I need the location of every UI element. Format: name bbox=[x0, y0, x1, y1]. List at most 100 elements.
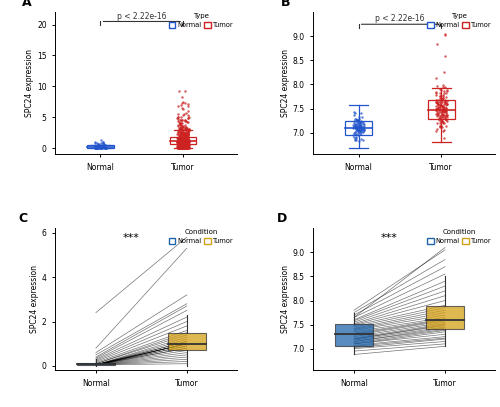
Point bbox=[174, 144, 182, 150]
Point bbox=[184, 144, 192, 151]
Point bbox=[436, 112, 444, 119]
Point bbox=[92, 144, 100, 151]
Point bbox=[178, 133, 186, 140]
Point bbox=[184, 140, 192, 147]
Text: p < 2.22e-16: p < 2.22e-16 bbox=[375, 14, 424, 23]
Point bbox=[180, 132, 188, 138]
Point bbox=[178, 144, 186, 151]
Point bbox=[184, 144, 192, 151]
Point bbox=[94, 144, 102, 150]
Point bbox=[183, 144, 191, 151]
Point bbox=[91, 144, 99, 151]
Point bbox=[442, 114, 450, 120]
Point bbox=[179, 137, 187, 144]
Point bbox=[176, 144, 184, 151]
Point bbox=[180, 140, 188, 147]
Point bbox=[179, 142, 187, 149]
Point bbox=[101, 144, 109, 150]
Point bbox=[176, 127, 184, 134]
Point bbox=[174, 139, 182, 145]
Point bbox=[438, 118, 446, 124]
Point bbox=[443, 112, 451, 118]
Point bbox=[175, 144, 183, 151]
Point bbox=[442, 105, 450, 112]
Point bbox=[356, 127, 364, 133]
Point bbox=[178, 139, 186, 146]
Point bbox=[182, 138, 190, 144]
Point bbox=[102, 145, 110, 151]
Point bbox=[174, 138, 182, 145]
Point bbox=[354, 129, 362, 136]
Point bbox=[182, 139, 190, 146]
Point bbox=[349, 132, 357, 138]
Point bbox=[176, 131, 184, 138]
Point bbox=[433, 41, 441, 47]
Point bbox=[177, 142, 185, 149]
Point bbox=[354, 118, 362, 125]
Point bbox=[176, 144, 184, 151]
Y-axis label: SPC24 expression: SPC24 expression bbox=[281, 49, 290, 117]
Point bbox=[176, 133, 184, 139]
Point bbox=[176, 138, 184, 144]
Point bbox=[350, 123, 358, 130]
Point bbox=[180, 144, 188, 150]
Point bbox=[181, 88, 189, 94]
Point bbox=[182, 143, 190, 149]
Point bbox=[436, 105, 444, 112]
Point bbox=[183, 140, 191, 147]
Point bbox=[174, 143, 182, 150]
Point bbox=[434, 103, 442, 110]
Point bbox=[177, 139, 185, 145]
Point bbox=[442, 115, 450, 122]
Point bbox=[432, 107, 440, 113]
Point bbox=[440, 109, 448, 116]
Point bbox=[182, 143, 190, 149]
Point bbox=[174, 139, 182, 146]
Point bbox=[436, 124, 444, 130]
Point bbox=[98, 144, 106, 151]
Point bbox=[174, 144, 182, 150]
Point bbox=[176, 121, 184, 128]
Point bbox=[176, 138, 184, 144]
Point bbox=[101, 145, 109, 151]
Point bbox=[180, 142, 188, 148]
Point bbox=[180, 141, 188, 147]
Point bbox=[436, 98, 444, 105]
Point bbox=[178, 125, 186, 132]
Point bbox=[353, 126, 361, 133]
Point bbox=[93, 144, 101, 151]
Text: ***: *** bbox=[123, 232, 140, 243]
Point bbox=[182, 144, 190, 151]
Point bbox=[184, 127, 192, 133]
Point bbox=[101, 144, 109, 151]
Point bbox=[181, 125, 189, 131]
Point bbox=[100, 144, 108, 150]
Point bbox=[438, 114, 446, 120]
Point bbox=[99, 144, 107, 151]
Point bbox=[184, 144, 192, 151]
Point bbox=[92, 144, 100, 151]
Point bbox=[182, 139, 190, 145]
Point bbox=[180, 133, 188, 140]
Point bbox=[174, 114, 182, 120]
Point bbox=[174, 116, 182, 123]
Point bbox=[178, 138, 186, 144]
Point bbox=[178, 142, 186, 148]
Point bbox=[356, 129, 364, 136]
Point bbox=[184, 103, 192, 109]
Point bbox=[183, 142, 191, 149]
Point bbox=[185, 145, 193, 151]
Point bbox=[176, 133, 184, 140]
Point bbox=[176, 138, 184, 144]
Point bbox=[183, 141, 191, 148]
Point bbox=[92, 144, 100, 151]
Point bbox=[179, 136, 187, 143]
Point bbox=[178, 132, 186, 139]
Point bbox=[183, 131, 191, 137]
Point bbox=[174, 122, 182, 128]
Point bbox=[179, 138, 187, 144]
Point bbox=[352, 115, 360, 122]
Point bbox=[174, 137, 182, 143]
Point bbox=[184, 142, 192, 148]
Point bbox=[178, 99, 186, 106]
